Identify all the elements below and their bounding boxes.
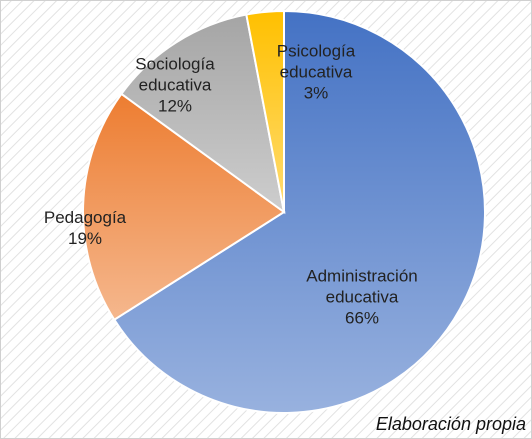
slice-label: Psicología educativa 3% — [261, 41, 371, 104]
slice-name: Administración educativa — [306, 266, 418, 307]
slice-name: Pedagogía — [43, 208, 127, 227]
slice-name: Psicología educativa — [276, 41, 356, 82]
slice-group — [119, 13, 286, 215]
slice-group — [245, 9, 285, 213]
slice-name: Sociología educativa — [135, 54, 215, 95]
slice-shade — [82, 92, 286, 322]
slice-shade — [112, 9, 486, 414]
slice-group — [112, 9, 486, 414]
slice-shade — [119, 13, 286, 215]
slice-value: 12% — [157, 96, 193, 116]
slice-group — [82, 92, 286, 322]
slice-label: Pedagogía 19% — [10, 207, 160, 249]
slice-value: 66% — [344, 308, 380, 328]
slice-label: Sociología educativa 12% — [120, 54, 230, 117]
slice-label: Administración educativa 66% — [297, 266, 427, 329]
slice-value: 3% — [303, 83, 329, 103]
annotation: Elaboración propia — [375, 414, 526, 434]
slice-shade — [245, 9, 285, 213]
slice-value: 19% — [67, 229, 103, 248]
